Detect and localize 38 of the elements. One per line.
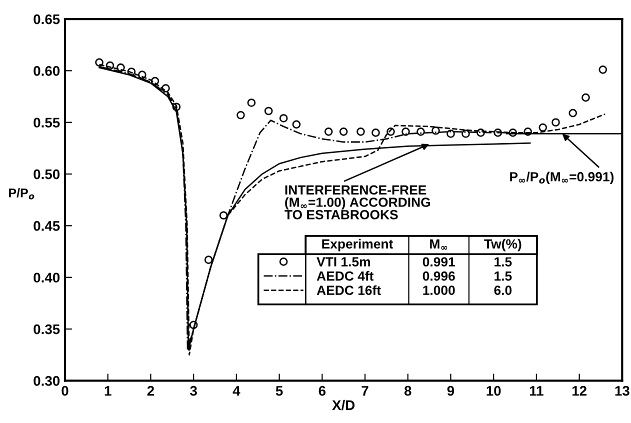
x-tick-label: 6 [318, 386, 326, 396]
annotation: Tw(%) [484, 238, 522, 252]
x-tick-label: 10 [486, 386, 501, 396]
y-tick-label: 0.35 [34, 324, 60, 334]
x-tick-label: 9 [447, 386, 454, 396]
x-tick-label: 5 [276, 386, 283, 396]
annotation: P$_{∞}$/P$_{o}$(M$_{∞}$=0.991) [510, 172, 614, 184]
x-tick-label: 13 [615, 386, 630, 396]
y-tick-label: 0.45 [34, 221, 60, 231]
y-tick-label: 0.50 [34, 169, 60, 180]
annotation: 1.5 [494, 272, 512, 281]
x-tick-label: 0 [62, 386, 68, 396]
y-axis-title: P/P$_{o}$ [9, 188, 34, 200]
annotation: 1.000 [423, 286, 455, 295]
y-tick-label: 0.30 [34, 376, 60, 386]
annotation: INTERFERENCE-FREE (M$_{∞}$=1.00) ACCORDING TO ESTABROOKS [284, 185, 430, 220]
x-tick-label: 7 [362, 386, 368, 396]
x-tick-label: 11 [530, 386, 544, 396]
y-tick-label: 0.55 [34, 118, 60, 128]
annotation: 1.5 [494, 257, 512, 267]
x-axis-title: X/D [332, 400, 355, 410]
annotation: Experiment [322, 238, 393, 252]
x-tick-label: 3 [190, 386, 197, 396]
x-tick-label: 12 [572, 386, 586, 396]
x-tick-label: 2 [147, 386, 154, 396]
annotation: M$_{∞}$ [430, 239, 448, 250]
x-tick-label: 4 [232, 386, 240, 396]
legend-label: AEDC 16ft [316, 285, 381, 296]
y-tick-label: 0.40 [34, 272, 60, 283]
annotation: 0.996 [422, 271, 455, 281]
y-tick-label: 0.60 [34, 66, 60, 76]
legend-label: VTI 1.5m [316, 257, 370, 266]
x-tick-label: 8 [404, 386, 412, 396]
annotation: 0.991 [422, 257, 455, 267]
x-tick-label: 1 [104, 386, 112, 396]
annotation: 6.0 [494, 286, 512, 295]
y-tick-label: 0.65 [34, 14, 60, 24]
legend-label: AEDC 4ft [316, 271, 374, 281]
